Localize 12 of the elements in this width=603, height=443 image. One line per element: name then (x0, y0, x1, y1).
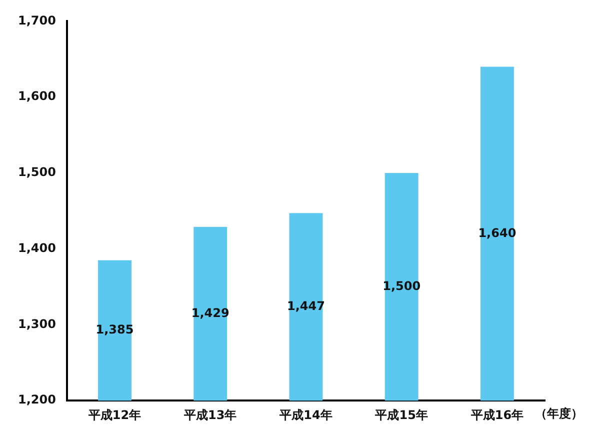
x-tick-label: 平成12年 (87, 408, 142, 422)
y-tick-label: 1,300 (18, 316, 56, 331)
x-tick-label: 平成16年 (470, 408, 524, 422)
y-tick-label: 1,400 (18, 240, 56, 255)
x-tick-label: 平成15年 (374, 408, 428, 422)
y-tick-label: 1,600 (18, 89, 56, 104)
x-tick-label: 平成14年 (278, 408, 332, 422)
x-axis-title: （年度） (535, 406, 584, 421)
y-tick-label: 1,500 (18, 165, 56, 180)
y-tick-label: 1,700 (18, 13, 56, 28)
y-tick-label: 1,200 (18, 392, 56, 407)
x-tick-label: 平成13年 (183, 408, 237, 422)
